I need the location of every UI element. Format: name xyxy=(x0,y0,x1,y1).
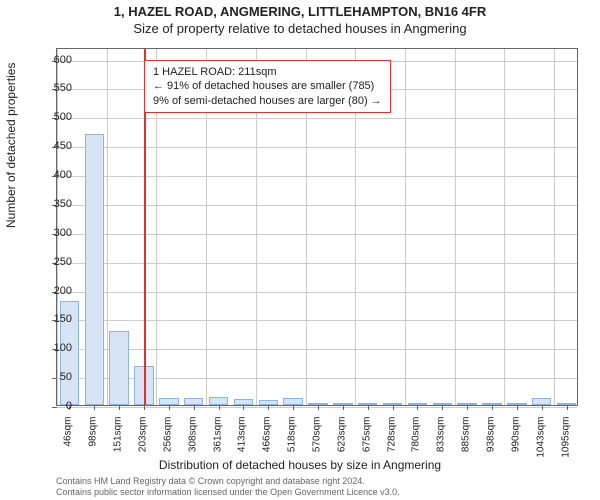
histogram-bar xyxy=(283,398,302,405)
grid-line-h xyxy=(57,349,577,350)
ytick-label: 150 xyxy=(32,313,72,325)
ytick-label: 350 xyxy=(32,198,72,210)
xtick-mark xyxy=(467,405,468,410)
xtick-mark xyxy=(219,405,220,410)
histogram-bar xyxy=(184,398,203,405)
histogram-bar xyxy=(159,398,178,405)
footer-line-2: Contains public sector information licen… xyxy=(56,487,588,498)
xtick-mark xyxy=(243,405,244,410)
y-axis-label: Number of detached properties xyxy=(4,63,18,228)
grid-line-h xyxy=(57,118,577,119)
grid-line-v xyxy=(504,49,505,405)
ytick-label: 550 xyxy=(32,82,72,94)
xtick-label: 203sqm xyxy=(138,417,149,467)
xtick-mark xyxy=(417,405,418,410)
grid-line-h xyxy=(57,292,577,293)
xtick-mark xyxy=(119,405,120,410)
xtick-label: 98sqm xyxy=(88,417,99,467)
ytick-label: 50 xyxy=(32,371,72,383)
grid-line-h xyxy=(57,176,577,177)
xtick-label: 308sqm xyxy=(187,417,198,467)
grid-line-h xyxy=(57,205,577,206)
xtick-label: 833sqm xyxy=(436,417,447,467)
xtick-mark xyxy=(144,405,145,410)
xtick-mark xyxy=(343,405,344,410)
grid-line-h xyxy=(57,234,577,235)
grid-line-v xyxy=(554,49,555,405)
xtick-label: 466sqm xyxy=(262,417,273,467)
xtick-label: 990sqm xyxy=(510,417,521,467)
xtick-mark xyxy=(567,405,568,410)
xtick-label: 938sqm xyxy=(486,417,497,467)
xtick-mark xyxy=(194,405,195,410)
xtick-label: 780sqm xyxy=(411,417,422,467)
ytick-label: 400 xyxy=(32,169,72,181)
chart-container: 1, HAZEL ROAD, ANGMERING, LITTLEHAMPTON,… xyxy=(0,0,600,500)
histogram-bar xyxy=(209,397,228,405)
callout-box: 1 HAZEL ROAD: 211sqm ← 91% of detached h… xyxy=(144,60,391,113)
xtick-mark xyxy=(442,405,443,410)
xtick-mark xyxy=(368,405,369,410)
xtick-mark xyxy=(542,405,543,410)
ytick-label: 600 xyxy=(32,54,72,66)
grid-line-v xyxy=(455,49,456,405)
xtick-mark xyxy=(94,405,95,410)
xtick-mark xyxy=(393,405,394,410)
ytick-label: 250 xyxy=(32,256,72,268)
grid-line-h xyxy=(57,147,577,148)
xtick-label: 728sqm xyxy=(386,417,397,467)
xtick-label: 1043sqm xyxy=(535,417,546,467)
histogram-bar xyxy=(532,398,551,405)
ytick-label: 300 xyxy=(32,227,72,239)
grid-line-h xyxy=(57,407,577,408)
histogram-bar xyxy=(109,331,128,405)
xtick-label: 46sqm xyxy=(63,417,74,467)
xtick-label: 885sqm xyxy=(461,417,472,467)
ytick-label: 200 xyxy=(32,285,72,297)
xtick-label: 1095sqm xyxy=(560,417,571,467)
histogram-bar xyxy=(85,134,104,405)
grid-line-v xyxy=(107,49,108,405)
ytick-label: 0 xyxy=(32,400,72,412)
grid-line-h xyxy=(57,263,577,264)
xtick-label: 256sqm xyxy=(162,417,173,467)
callout-line-1: 1 HAZEL ROAD: 211sqm xyxy=(153,65,382,79)
ytick-label: 450 xyxy=(32,140,72,152)
callout-line-2: ← 91% of detached houses are smaller (78… xyxy=(153,79,382,93)
xtick-label: 623sqm xyxy=(336,417,347,467)
xtick-label: 151sqm xyxy=(113,417,124,467)
page-title: 1, HAZEL ROAD, ANGMERING, LITTLEHAMPTON,… xyxy=(0,0,600,21)
xtick-mark xyxy=(268,405,269,410)
xtick-mark xyxy=(517,405,518,410)
xtick-label: 518sqm xyxy=(287,417,298,467)
callout-line-3: 9% of semi-detached houses are larger (8… xyxy=(153,94,382,108)
xtick-label: 675sqm xyxy=(361,417,372,467)
xtick-mark xyxy=(293,405,294,410)
xtick-label: 413sqm xyxy=(237,417,248,467)
ytick-label: 100 xyxy=(32,342,72,354)
ytick-label: 500 xyxy=(32,111,72,123)
footer-line-1: Contains HM Land Registry data © Crown c… xyxy=(56,476,588,487)
xtick-mark xyxy=(169,405,170,410)
grid-line-v xyxy=(405,49,406,405)
xtick-mark xyxy=(492,405,493,410)
xtick-mark xyxy=(318,405,319,410)
footer: Contains HM Land Registry data © Crown c… xyxy=(56,476,588,498)
page-subtitle: Size of property relative to detached ho… xyxy=(0,21,600,38)
grid-line-h xyxy=(57,320,577,321)
xtick-label: 361sqm xyxy=(212,417,223,467)
xtick-label: 570sqm xyxy=(312,417,323,467)
